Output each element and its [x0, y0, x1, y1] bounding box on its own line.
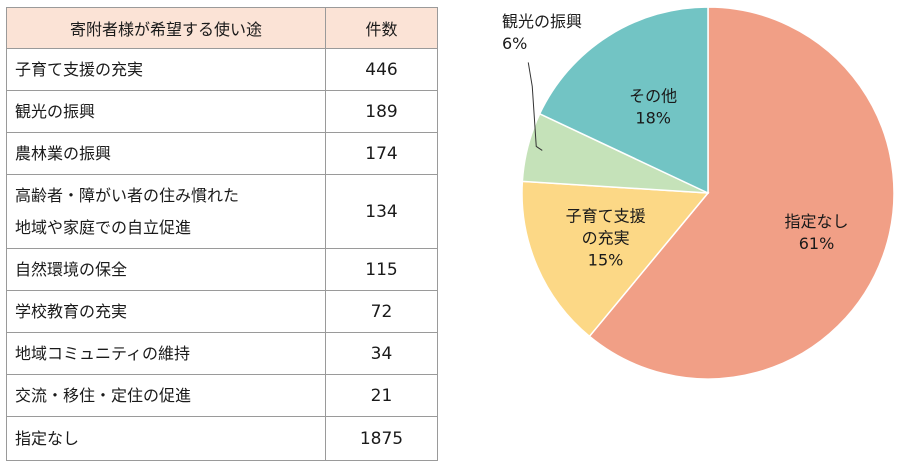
table-row: 指定なし 1875 [6, 416, 438, 461]
row-label: 学校教育の充実 [6, 290, 326, 333]
row-count: 34 [325, 332, 438, 375]
slice-label: 子育て支援の充実 15% [566, 206, 646, 269]
table-row: 自然環境の保全 115 [6, 248, 438, 291]
row-label: 観光の振興 [6, 90, 326, 133]
leader-line [527, 62, 543, 151]
row-count: 446 [325, 48, 438, 91]
pie-slice [521, 180, 710, 338]
row-label: 交流・移住・定住の促進 [6, 374, 326, 417]
row-count: 189 [325, 90, 438, 133]
header-usage: 寄附者様が希望する使い途 [6, 7, 326, 49]
usage-table: 寄附者様が希望する使い途 件数 子育て支援の充実 446 観光の振興 189 農… [6, 7, 438, 461]
row-count: 1875 [325, 416, 438, 461]
table-row: 地域コミュニティの維持 34 [6, 332, 438, 375]
table-row: 交流・移住・定住の促進 21 [6, 374, 438, 417]
row-label: 農林業の振興 [6, 132, 326, 175]
row-count: 134 [325, 174, 438, 249]
pie-slice [538, 6, 709, 195]
slice-label: 観光の振興 6% [502, 12, 582, 53]
slice-label: 指定なし 61% [784, 212, 848, 253]
row-label: 自然環境の保全 [6, 248, 326, 291]
table-header-row: 寄附者様が希望する使い途 件数 [6, 7, 438, 49]
table-row: 農林業の振興 174 [6, 132, 438, 175]
row-label: 高齢者・障がい者の住み慣れた 地域や家庭での自立促進 [6, 174, 326, 249]
table-row: 観光の振興 189 [6, 90, 438, 133]
header-count: 件数 [325, 7, 438, 49]
row-count: 72 [325, 290, 438, 333]
row-count: 21 [325, 374, 438, 417]
row-count: 174 [325, 132, 438, 175]
row-label: 指定なし [6, 416, 326, 461]
pie-chart: 指定なし 61% 子育て支援の充実 15% 観光の振興 6% その他 18% [502, 6, 895, 380]
row-label: 子育て支援の充実 [6, 48, 326, 91]
table-row: 高齢者・障がい者の住み慣れた 地域や家庭での自立促進 134 [6, 174, 438, 249]
table-row: 学校教育の充実 72 [6, 290, 438, 333]
table-row: 子育て支援の充実 446 [6, 48, 438, 91]
pie-slice [588, 6, 895, 380]
row-count: 115 [325, 248, 438, 291]
row-label: 地域コミュニティの維持 [6, 332, 326, 375]
slice-label: その他 18% [629, 87, 677, 128]
